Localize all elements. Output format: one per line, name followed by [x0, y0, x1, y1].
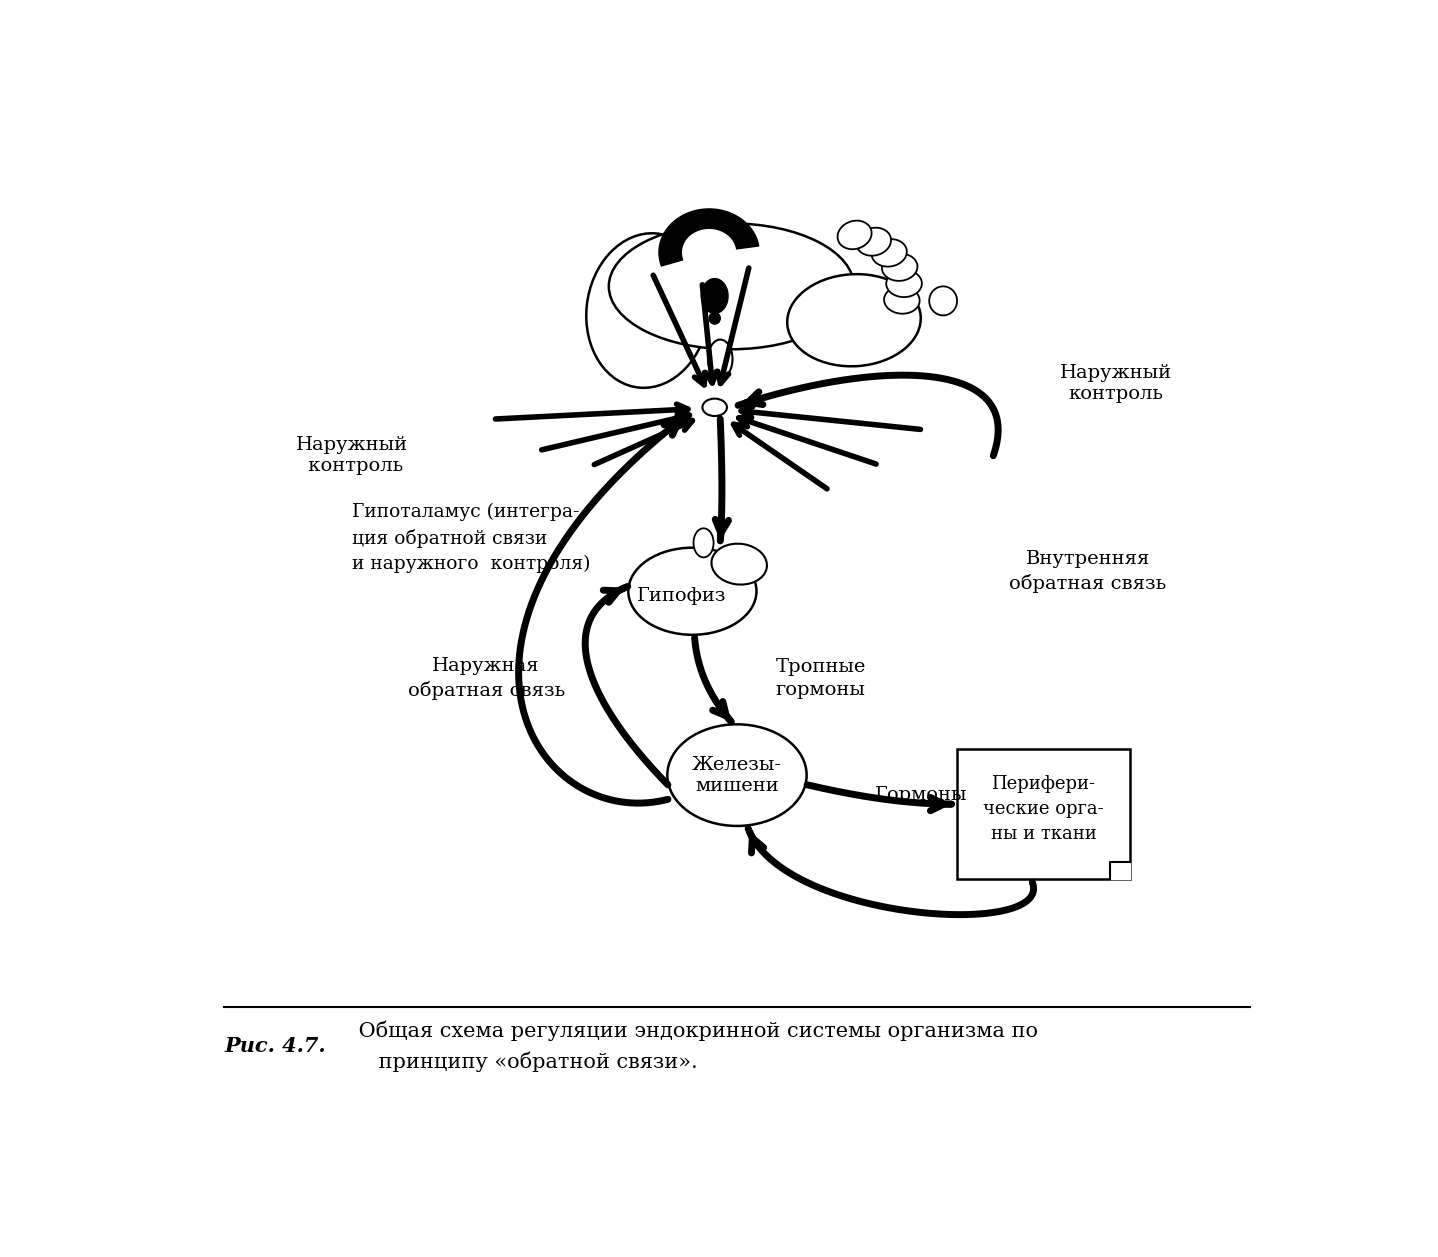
Text: Рис. 4.7.: Рис. 4.7.	[224, 1036, 326, 1056]
Polygon shape	[958, 748, 1130, 879]
Ellipse shape	[702, 398, 728, 416]
Text: Общая схема регуляции эндокринной системы организма по
    принципу «обратной св: Общая схема регуляции эндокринной систем…	[352, 1021, 1038, 1071]
Text: Наружный
 контроль: Наружный контроль	[296, 436, 408, 475]
Ellipse shape	[929, 287, 958, 316]
Polygon shape	[1110, 862, 1130, 879]
Text: Тропные
гормоны: Тропные гормоны	[775, 657, 866, 699]
Ellipse shape	[837, 221, 871, 249]
Ellipse shape	[857, 228, 892, 255]
Text: Внутренняя
обратная связь: Внутренняя обратная связь	[1009, 551, 1166, 593]
Ellipse shape	[884, 287, 920, 314]
Ellipse shape	[881, 254, 917, 280]
Text: Железы-
мишени: Железы- мишени	[692, 755, 782, 794]
Polygon shape	[702, 279, 728, 313]
Text: Гипоталамус (интегра-
ция обратной связи
и наружного  контроля): Гипоталамус (интегра- ция обратной связи…	[352, 503, 591, 573]
Ellipse shape	[707, 339, 732, 378]
Ellipse shape	[886, 270, 922, 297]
Text: Наружная
обратная связь: Наружная обратная связь	[407, 657, 565, 700]
Ellipse shape	[709, 313, 720, 324]
Ellipse shape	[667, 724, 807, 826]
Ellipse shape	[693, 528, 713, 557]
Text: Наружный
контроль: Наружный контроль	[1060, 363, 1172, 402]
Ellipse shape	[871, 239, 907, 266]
Ellipse shape	[712, 544, 766, 585]
Ellipse shape	[628, 548, 756, 635]
Polygon shape	[659, 209, 759, 266]
Ellipse shape	[608, 224, 854, 349]
Text: Гипофиз: Гипофиз	[637, 587, 726, 605]
Text: Гормоны: Гормоны	[874, 786, 968, 804]
Text: Перифери-
ческие орга-
ны и ткани: Перифери- ческие орга- ны и ткани	[984, 776, 1104, 843]
Ellipse shape	[787, 274, 920, 366]
Ellipse shape	[587, 234, 709, 388]
